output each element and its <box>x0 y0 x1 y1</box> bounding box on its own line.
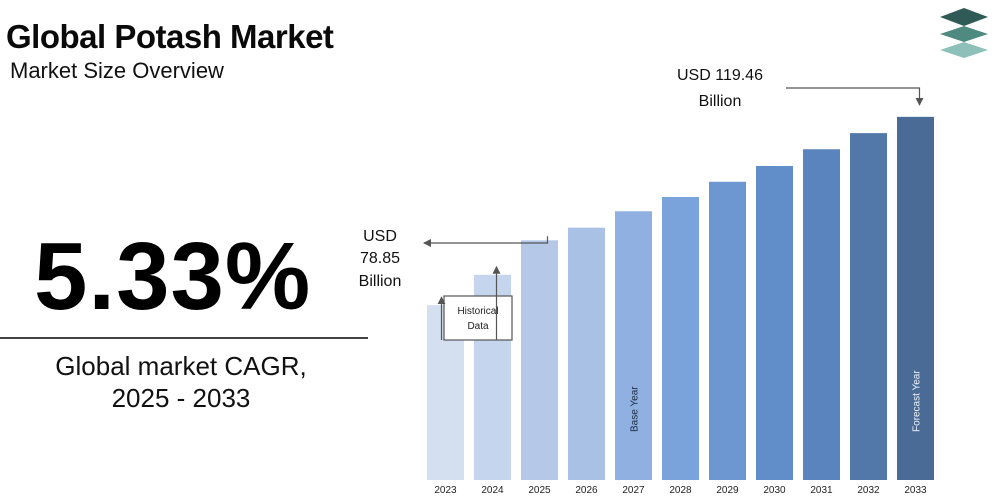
bar-2025 <box>521 240 558 480</box>
value-2025-arrow <box>423 236 549 247</box>
bar-2027 <box>615 211 652 481</box>
x-tick-label-2027: 2027 <box>622 485 645 496</box>
value-2025-line3: Billion <box>359 273 402 290</box>
x-tick-label-2030: 2030 <box>763 485 786 496</box>
value-2033-line1: USD 119.46 <box>677 67 763 84</box>
bar-2026 <box>568 227 605 480</box>
value-2025-line2: 78.85 <box>360 250 400 267</box>
bar-2028 <box>662 196 699 480</box>
x-tick-labels: 2023 2024 2025 2026 2027 2028 2029 2030 2031 2032… <box>434 485 927 496</box>
cagr-label: Global market CAGR, 2025 - 2033 <box>0 350 362 414</box>
x-tick-label-2033: 2033 <box>904 485 927 496</box>
bar-2030 <box>756 165 793 480</box>
bar-2032 <box>850 133 887 481</box>
bar-inner-label-2033: Forecast Year <box>912 370 923 432</box>
x-tick-label-2024: 2024 <box>481 485 504 496</box>
bar-inner-labels: Base Year Forecast Year <box>630 370 923 432</box>
x-tick-label-2026: 2026 <box>575 485 598 496</box>
stacked-layers-icon <box>940 8 988 58</box>
value-2033-arrow <box>786 87 924 106</box>
x-tick-label-2028: 2028 <box>669 485 692 496</box>
bar-2031 <box>803 149 840 481</box>
page-title: Global Potash Market <box>6 18 334 55</box>
divider <box>0 337 368 339</box>
x-tick-label-2032: 2032 <box>857 485 880 496</box>
x-tick-label-2029: 2029 <box>716 485 739 496</box>
historical-data-label-line1: Historical <box>457 306 498 317</box>
value-2025-line1: USD <box>363 228 397 245</box>
x-tick-label-2025: 2025 <box>528 485 551 496</box>
historical-data-label-line2: Data <box>467 321 489 332</box>
x-tick-label-2031: 2031 <box>810 485 833 496</box>
cagr-label-line2: 2025 - 2033 <box>111 383 251 413</box>
bar-inner-label-2027: Base Year <box>630 386 641 432</box>
value-2033-line2: Billion <box>699 93 742 110</box>
x-tick-label-2023: 2023 <box>434 485 457 496</box>
bar-2033 <box>897 116 934 480</box>
cagr-label-line1: Global market CAGR, <box>55 351 307 381</box>
bar-2029 <box>709 181 746 480</box>
page-subtitle: Market Size Overview <box>10 58 224 83</box>
cagr-value: 5.33% <box>34 223 312 330</box>
historical-data-box <box>443 295 513 341</box>
